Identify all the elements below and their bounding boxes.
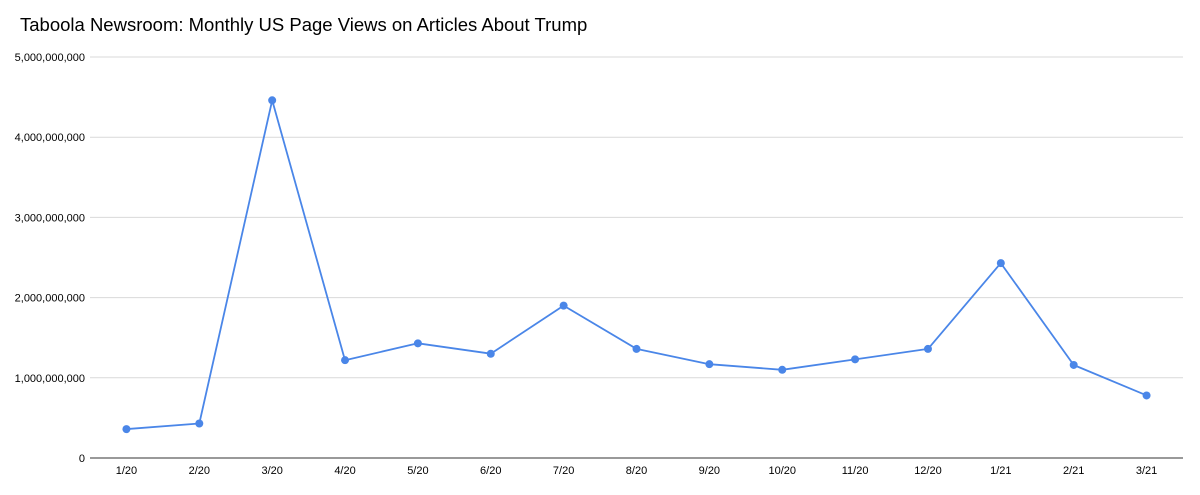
data-point	[851, 355, 860, 364]
x-axis-tick-labels: 1/20 2/20 3/20 4/20 5/20 6/20 7/20 8/20 9/20 10/2…	[116, 465, 1158, 477]
x-tick-label: 1/21	[990, 465, 1011, 477]
x-tick-label: 3/20	[261, 465, 282, 477]
x-tick-label: 1/20	[116, 465, 137, 477]
x-tick-label: 5/20	[407, 465, 428, 477]
x-tick-label: 2/21	[1063, 465, 1084, 477]
data-point	[122, 425, 131, 434]
y-tick-label: 0	[79, 453, 85, 465]
x-tick-label: 6/20	[480, 465, 501, 477]
data-point	[705, 360, 714, 369]
data-point	[1142, 391, 1151, 400]
data-point	[923, 344, 932, 353]
data-point	[413, 339, 422, 348]
y-tick-label: 4,000,000,000	[15, 132, 85, 144]
data-point	[1069, 360, 1078, 369]
chart-title: Taboola Newsroom: Monthly US Page Views …	[20, 14, 588, 35]
x-tick-label: 7/20	[553, 465, 574, 477]
x-tick-label: 4/20	[334, 465, 355, 477]
y-axis-tick-labels: 0 1,000,000,000 2,000,000,000 3,000,000,000…	[15, 52, 85, 465]
data-point	[996, 259, 1005, 268]
y-tick-label: 2,000,000,000	[15, 293, 85, 305]
gridlines	[90, 56, 1183, 459]
data-point	[341, 356, 350, 365]
x-tick-label: 8/20	[626, 465, 647, 477]
x-tick-label: 9/20	[699, 465, 720, 477]
series-line	[126, 99, 1147, 430]
data-point	[632, 344, 641, 353]
data-point	[778, 365, 787, 374]
data-point	[195, 419, 204, 428]
y-tick-label: 5,000,000,000	[15, 52, 85, 64]
series-layer	[122, 96, 1151, 434]
data-point	[559, 301, 568, 310]
x-tick-label: 11/20	[842, 465, 869, 477]
data-point	[486, 349, 495, 358]
y-tick-label: 3,000,000,000	[15, 212, 85, 224]
x-tick-label: 3/21	[1136, 465, 1157, 477]
data-point	[268, 96, 277, 105]
x-tick-label: 10/20	[768, 465, 796, 477]
y-tick-label: 1,000,000,000	[15, 373, 85, 385]
x-tick-label: 2/20	[189, 465, 210, 477]
x-tick-label: 12/20	[914, 465, 942, 477]
